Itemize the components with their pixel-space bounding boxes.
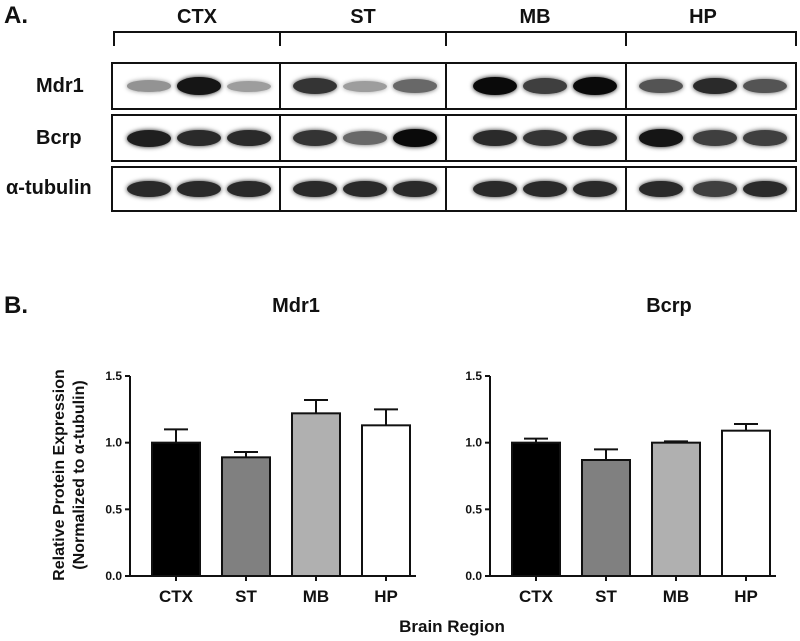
blot-band [293,130,337,146]
y-tick-label: 1.5 [105,369,122,383]
group-label-st: ST [350,6,376,28]
x-axis-label: Brain Region [399,617,505,636]
chart-title-bcrp: Bcrp [646,295,692,317]
panel-a-label: A. [4,2,28,29]
blot-band [227,80,271,92]
blot-band [127,180,171,198]
blot-band [393,180,437,198]
blot-band [639,78,683,94]
y-tick-label: 0.0 [105,569,122,583]
blot-bcrp [111,114,797,162]
blot-band [393,129,437,147]
row-label-mdr1: Mdr1 [36,75,84,97]
blot-band [743,78,787,94]
bar [721,429,771,577]
x-tick-label: MB [663,587,689,606]
bar [581,459,631,577]
blot-band [573,180,617,198]
blot-band [743,180,787,198]
blot-band [573,77,617,95]
y-axis-label-line1: Relative Protein Expression [51,369,68,581]
blot-band [343,80,387,92]
blot-band [293,180,337,198]
blot-separator [279,116,281,160]
x-tick-label: CTX [159,587,194,606]
blot-band [473,77,517,95]
blot-band [227,129,271,147]
blot-separator [445,64,447,108]
x-tick-label: ST [595,587,617,606]
x-tick-label: HP [374,587,398,606]
y-tick-label: 0.5 [465,502,482,516]
blot-band [177,77,221,95]
x-tick-label: ST [235,587,257,606]
blot-separator [445,168,447,210]
blot-tubulin [111,166,797,212]
y-tick-label: 1.0 [465,436,482,450]
blot-separator [625,168,627,210]
blot-band [743,130,787,146]
group-label-mb: MB [519,6,551,28]
blot-separator [625,116,627,160]
bar [291,412,341,578]
blot-band [639,129,683,147]
x-tick-label: HP [734,587,758,606]
y-tick-label: 0.5 [105,502,122,516]
blot-band [227,180,271,198]
group-label-ctx: CTX [177,6,217,28]
blot-band [393,79,437,93]
blot-band [523,130,567,146]
bar [511,441,561,577]
blot-band [343,180,387,198]
blot-band [693,181,737,197]
chart-title-mdr1: Mdr1 [272,295,320,317]
panel-b-label: B. [4,292,28,319]
blot-separator [279,168,281,210]
blot-separator [625,64,627,108]
blot-band [473,129,517,147]
blot-band [473,180,517,198]
blot-separator [279,64,281,108]
blot-band [127,80,171,92]
blot-band [693,130,737,146]
bar [651,441,701,577]
group-label-hp: HP [689,6,717,28]
blot-band [523,180,567,198]
bar-chart-bcrp: 0.0 0.5 1.0 1.5 CTX ST MB HP [465,369,776,606]
blot-band [343,131,387,145]
bar [151,441,201,577]
blot-mdr1 [111,62,797,110]
blot-band [177,180,221,198]
bar [221,456,271,577]
x-tick-label: CTX [519,587,554,606]
blot-band [293,78,337,94]
blot-band [523,78,567,94]
group-brackets [113,31,797,46]
x-tick-label: MB [303,587,329,606]
row-label-bcrp: Bcrp [36,127,82,149]
blot-band [177,129,221,147]
blot-band [573,129,617,147]
blot-band [693,77,737,95]
y-tick-label: 1.5 [465,369,482,383]
y-tick-label: 0.0 [465,569,482,583]
blot-separator [445,116,447,160]
bar [361,424,411,578]
blot-band [127,129,171,147]
row-label-tubulin: α-tubulin [6,177,92,199]
y-tick-label: 1.0 [105,436,122,450]
bar-chart-mdr1: 0.0 0.5 1.0 1.5 CTX ST MB HP [105,369,416,606]
blot-band [639,180,683,198]
